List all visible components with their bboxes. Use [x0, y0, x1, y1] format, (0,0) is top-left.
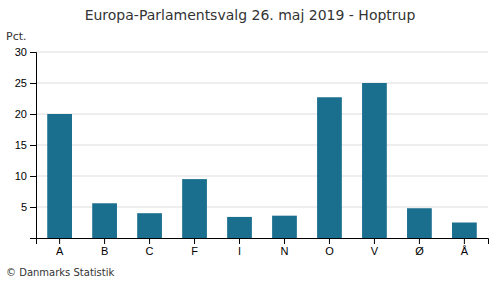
bar — [452, 223, 477, 239]
x-tick-mark — [104, 238, 105, 244]
x-tick-label: B — [101, 245, 108, 257]
y-tick: 15 — [15, 139, 36, 151]
x-tick-label: Å — [461, 245, 469, 257]
bar — [47, 114, 72, 238]
y-tick-label: 10 — [15, 170, 27, 182]
x-tick-label: C — [146, 245, 154, 257]
x-tick-mark — [419, 238, 420, 244]
x-tick: A — [56, 238, 64, 257]
y-tick: 20 — [15, 108, 36, 120]
x-tick-mark — [284, 238, 285, 244]
x-tick-mark — [239, 238, 240, 244]
y-tick-mark — [30, 176, 36, 177]
bar — [362, 83, 387, 238]
x-tick-label: N — [281, 245, 289, 257]
x-tick: I — [238, 238, 241, 257]
y-axis: 5 10 15 20 25 30 — [15, 46, 37, 238]
y-tick-mark — [30, 52, 36, 53]
grid — [36, 52, 488, 207]
x-tick: F — [191, 238, 198, 257]
plot: 5 10 15 20 25 30 A B C F I N O V Ø Å — [15, 46, 489, 257]
x-tick: C — [146, 238, 154, 257]
x-tick: Å — [461, 238, 469, 257]
x-tick-mark — [329, 238, 330, 244]
grid-line — [36, 83, 488, 84]
y-tick-label: 15 — [15, 139, 27, 151]
chart: Europa-Parlamentsvalg 26. maj 2019 - Hop… — [0, 0, 500, 282]
grid-line — [36, 114, 488, 115]
y-tick-mark — [30, 145, 36, 146]
y-tick-label: 5 — [21, 201, 27, 213]
y-tick-mark — [30, 83, 36, 84]
x-tick: N — [281, 238, 289, 257]
x-tick-label: O — [325, 245, 334, 257]
x-axis: ABCFINOVØÅ — [37, 238, 489, 257]
bar — [272, 216, 297, 238]
x-tick-label: Ø — [415, 245, 424, 257]
y-tick: 30 — [15, 46, 36, 58]
x-tick-label: V — [371, 245, 379, 257]
y-tick-label: 30 — [15, 46, 27, 58]
x-tick-label: I — [238, 245, 241, 257]
y-axis-line — [30, 53, 37, 239]
title: Europa-Parlamentsvalg 26. maj 2019 - Hop… — [85, 7, 416, 23]
bar — [137, 213, 162, 238]
x-tick-mark — [194, 238, 195, 244]
x-tick-label: A — [56, 245, 64, 257]
x-tick-mark — [374, 238, 375, 244]
bar — [182, 179, 207, 238]
x-tick-mark — [59, 238, 60, 244]
y-tick-mark — [30, 114, 36, 115]
grid-line — [36, 176, 488, 177]
x-tick: V — [371, 238, 379, 257]
y-tick-mark — [30, 207, 36, 208]
x-tick: Ø — [415, 238, 424, 257]
bar — [227, 217, 252, 238]
bar — [407, 208, 432, 238]
grid-line — [36, 52, 488, 53]
y-tick: 25 — [15, 77, 36, 89]
bars — [47, 83, 477, 238]
y-label: Pct. — [6, 30, 27, 43]
x-tick-mark — [149, 238, 150, 244]
annotation: © Danmarks Statistik — [6, 267, 115, 278]
bar — [92, 203, 117, 238]
x-tick: B — [101, 238, 108, 257]
y-tick: 5 — [21, 201, 36, 213]
bar — [317, 97, 342, 238]
y-tick-label: 25 — [15, 77, 27, 89]
x-tick: O — [325, 238, 334, 257]
y-tick-label: 20 — [15, 108, 27, 120]
y-tick: 10 — [15, 170, 36, 182]
grid-line — [36, 145, 488, 146]
x-axis-line — [37, 239, 489, 245]
x-tick-label: F — [191, 245, 198, 257]
x-tick-mark — [464, 238, 465, 244]
